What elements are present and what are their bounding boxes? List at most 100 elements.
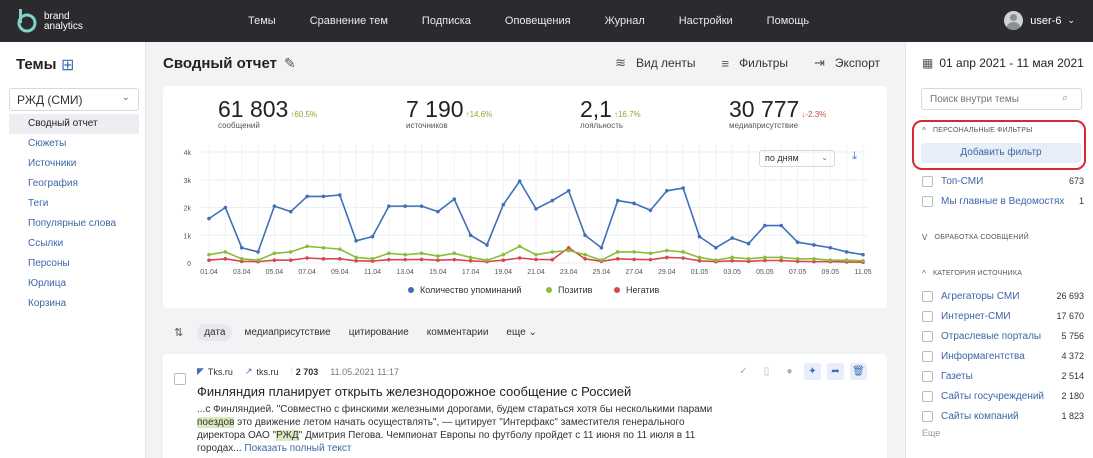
category-item[interactable]: Сайты госучреждений 2 180 [922, 388, 1084, 404]
category-item[interactable]: Агрегаторы СМИ 26 693 [922, 288, 1084, 304]
category-name: Интернет-СМИ [941, 310, 1011, 322]
bookmark-icon[interactable]: ▯ [763, 366, 770, 377]
export-icon: ⇥ [814, 55, 825, 70]
article-title[interactable]: Финляндия планирует открыть железнодорож… [197, 384, 632, 399]
category-checkbox[interactable] [922, 350, 933, 362]
nav-item-settings[interactable]: Настройки [678, 15, 733, 27]
sidebar-item-sources[interactable]: Источники [28, 158, 77, 169]
sort-by-media-presence[interactable]: медиаприсутствие [244, 327, 331, 338]
sidebar-item-stories[interactable]: Сюжеты [28, 138, 67, 149]
category-count: 26 693 [1056, 291, 1084, 301]
data-point [779, 258, 784, 263]
filters-button[interactable]: ≡ Фильтры [721, 56, 788, 71]
stat-value: 30 777 [729, 96, 800, 122]
data-point [517, 244, 522, 249]
sort-by-date[interactable]: дата [197, 324, 233, 341]
nav-item-compare[interactable]: Сравнение тем [309, 15, 388, 27]
pin-icon[interactable]: ✦ [804, 363, 821, 380]
feed-view-button[interactable]: ≋ Вид ленты [615, 55, 695, 71]
trash-icon[interactable]: 🗑 [850, 363, 867, 380]
category-item[interactable]: Интернет-СМИ 17 670 [922, 308, 1084, 324]
sidebar-menu: Сводный отчет Сюжеты Источники География… [9, 114, 139, 314]
stat-sources: 7 190 ↑14.6% источников [406, 96, 492, 130]
category-checkbox[interactable] [922, 330, 933, 342]
sort-by-comments[interactable]: комментарии [426, 327, 489, 338]
date-range-picker[interactable]: ▦ 01 апр 2021 - 11 мая 2021 [922, 56, 1084, 70]
nav-item-themes[interactable]: Темы [248, 15, 276, 27]
sidebar-item-trash[interactable]: Корзина [28, 298, 67, 309]
edit-icon[interactable]: ✎ [284, 55, 296, 71]
more-categories-link[interactable]: Еще [922, 428, 941, 438]
data-point [534, 257, 538, 262]
x-tick-label: 07.05 [789, 269, 807, 276]
data-point [256, 258, 260, 263]
data-point [207, 252, 211, 257]
download-icon[interactable]: ⤓ [852, 150, 857, 162]
sidebar-item-links[interactable]: Ссылки [28, 238, 64, 249]
data-point [828, 245, 833, 250]
summary-card: 61 803 ↑60.5% сообщений 7 190 ↑14.6% ист… [163, 86, 887, 308]
article-checkbox[interactable] [174, 373, 186, 385]
personal-filters-header[interactable]: ^ ПЕРСОНАЛЬНЫЕ ФИЛЬТРЫ [922, 126, 1033, 135]
nav-item-subscription[interactable]: Подписка [421, 15, 471, 27]
data-point [779, 255, 784, 260]
data-point [632, 250, 636, 254]
category-checkbox[interactable] [922, 370, 933, 382]
check-icon[interactable]: ✓ [739, 366, 748, 377]
sidebar-item-popular-words[interactable]: Популярные слова [28, 218, 117, 229]
category-checkbox[interactable] [922, 290, 933, 302]
category-checkbox[interactable] [922, 390, 933, 402]
article-date: 11.05.2021 11:17 [330, 366, 400, 377]
period-select[interactable]: по дням ⌄ [759, 150, 835, 167]
filters-label: Фильтры [739, 56, 788, 70]
theme-select[interactable]: РЖД (СМИ) ⌄ [9, 88, 139, 111]
category-name: Сайты компаний [941, 410, 1019, 422]
category-item[interactable]: Газеты 2 514 [922, 368, 1084, 384]
processing-header[interactable]: v ОБРАБОТКА СООБЩЕНИЙ [922, 233, 1029, 242]
stat-delta: ↓-2.3% [801, 110, 827, 119]
sidebar-item-legal-entities[interactable]: Юрлица [28, 278, 67, 289]
data-point [288, 250, 293, 254]
legend-label: Количество упоминаний [420, 285, 521, 295]
add-theme-icon[interactable]: ⊞ [61, 57, 75, 74]
share-icon[interactable]: ➦ [827, 363, 844, 380]
sort-more[interactable]: еще ⌄ [506, 327, 536, 338]
x-tick-label: 09.05 [822, 269, 840, 276]
nav-item-journal[interactable]: Журнал [604, 15, 645, 27]
nav-item-help[interactable]: Помощь [766, 15, 810, 27]
category-checkbox[interactable] [922, 410, 933, 422]
period-select-value: по дням [765, 153, 799, 163]
legend-label: Негатив [626, 285, 660, 295]
show-full-text-link[interactable]: Показать полный текст [244, 443, 352, 454]
export-button[interactable]: ⇥ Экспорт [814, 55, 880, 71]
sidebar-item-persons[interactable]: Персоны [28, 258, 70, 269]
sidebar-item-summary[interactable]: Сводный отчет [9, 114, 139, 134]
category-item[interactable]: Отраслевые порталы 5 756 [922, 328, 1084, 344]
filter-item[interactable]: Топ-СМИ 673 [922, 173, 1084, 189]
data-point [795, 259, 800, 264]
filter-item[interactable]: Мы главные в Ведомостях 1 [922, 193, 1084, 209]
logo-text: brand analytics [44, 12, 83, 32]
filter-checkbox[interactable] [922, 195, 933, 207]
user-menu[interactable]: user-6 ⌄ [1004, 11, 1075, 30]
source-category-header[interactable]: ^ КАТЕГОРИЯ ИСТОЧНИКА [922, 269, 1022, 278]
category-item[interactable]: Сайты компаний 1 823 [922, 408, 1084, 424]
source-link[interactable]: tks.ru [256, 366, 279, 377]
data-point [485, 243, 489, 247]
sentiment-icon[interactable]: ● [786, 366, 793, 377]
filter-checkbox[interactable] [922, 175, 933, 187]
category-item[interactable]: Информагентства 4 372 [922, 348, 1084, 364]
sort-by-citation[interactable]: цитирование [348, 327, 409, 338]
sidebar-item-tags[interactable]: Теги [28, 198, 49, 209]
source-name[interactable]: Tks.ru [207, 366, 233, 377]
add-filter-button[interactable]: Добавить фильтр [921, 143, 1081, 163]
category-checkbox[interactable] [922, 310, 933, 322]
nav-item-alerts[interactable]: Оповещения [504, 15, 571, 27]
theme-search-input[interactable] [921, 88, 1082, 110]
sidebar-item-geography[interactable]: География [28, 178, 78, 189]
category-name: Отраслевые порталы [941, 330, 1042, 342]
sort-icon[interactable]: ⇅ [174, 327, 184, 339]
brand-logo[interactable]: brand analytics [14, 6, 94, 36]
x-tick-label: 01.05 [691, 269, 709, 276]
category-count: 5 756 [1061, 331, 1084, 341]
